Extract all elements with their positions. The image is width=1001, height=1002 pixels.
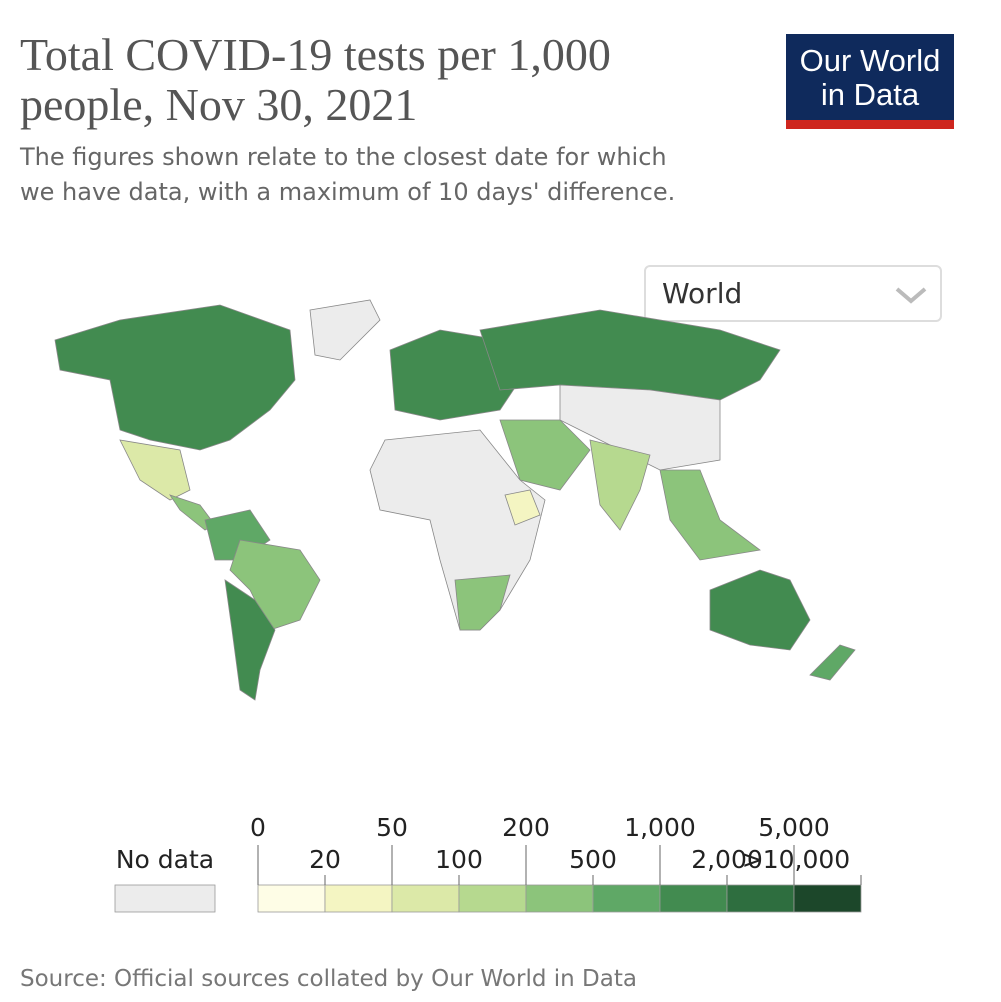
legend-swatch xyxy=(793,884,862,913)
legend-tick-label: >10,000 xyxy=(742,845,850,874)
legend-tick-label: 200 xyxy=(502,813,550,842)
logo-line: Our World xyxy=(799,43,941,78)
logo-line: in Data xyxy=(820,77,920,112)
legend-tick-label: 50 xyxy=(376,813,408,842)
legend-tick-label: 5,000 xyxy=(758,813,830,842)
north-america xyxy=(54,304,296,451)
brazil xyxy=(229,539,321,631)
greenland xyxy=(309,299,381,361)
russia xyxy=(479,309,781,401)
mexico xyxy=(119,439,191,501)
legend-swatch xyxy=(659,884,728,913)
world-map xyxy=(54,299,856,701)
legend-swatch xyxy=(324,884,393,913)
legend-swatch xyxy=(726,884,795,913)
source: Source: Official sources collated by Our… xyxy=(20,966,637,992)
asia-nodata xyxy=(559,384,721,471)
legend-tick-label: 1,000 xyxy=(624,813,696,842)
no-data-label: No data xyxy=(116,845,214,874)
new-zealand xyxy=(809,644,856,681)
title: Total COVID-19 tests per 1,000 people, N… xyxy=(20,29,611,130)
no-data-swatch xyxy=(114,884,216,913)
legend-tick-label: 100 xyxy=(435,845,483,874)
middle-east xyxy=(499,419,591,491)
legend-swatch xyxy=(592,884,661,913)
australia xyxy=(709,569,811,651)
logo[interactable]: Our World in Data xyxy=(786,34,954,129)
dropdown-label: World xyxy=(662,277,743,310)
legend-swatch xyxy=(458,884,527,913)
legend-tick-label: 500 xyxy=(569,845,617,874)
subtitle: The figures shown relate to the closest … xyxy=(20,143,676,206)
legend-tick-label: 0 xyxy=(250,813,266,842)
legend-swatch xyxy=(391,884,460,913)
south-cone xyxy=(224,579,276,701)
east-africa xyxy=(504,489,541,526)
india xyxy=(589,439,651,531)
legend-tick-label: 20 xyxy=(309,845,341,874)
southeast-asia xyxy=(659,469,761,561)
legend-swatch xyxy=(525,884,594,913)
chevron xyxy=(895,287,927,304)
southern-africa xyxy=(454,574,511,631)
region-dropdown[interactable]: World xyxy=(644,265,942,322)
legend-swatch xyxy=(257,884,326,913)
legend-tick-label: 2,000 xyxy=(691,845,763,874)
